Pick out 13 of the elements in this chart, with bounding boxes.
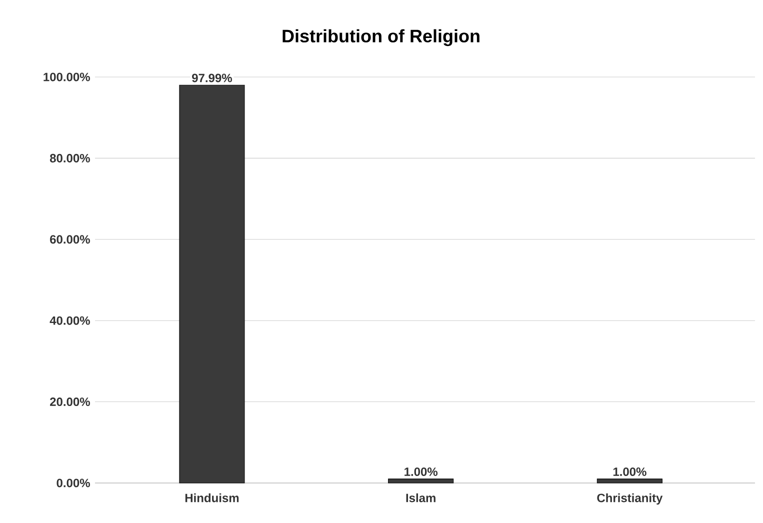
y-tick-label: 60.00% (50, 235, 90, 244)
y-tick-label: 100.00% (44, 72, 90, 82)
x-tick-label: Christianity (597, 493, 663, 505)
data-label: 1.00% (404, 467, 438, 476)
data-label: 97.99% (192, 74, 232, 82)
x-tick-label: Hinduism (185, 493, 239, 502)
y-tick-label: 40.00% (50, 316, 90, 325)
chart-title: Distribution of Religion (282, 29, 480, 46)
y-tick-label: 0.00% (56, 478, 90, 488)
y-tick-label: 20.00% (50, 398, 90, 406)
data-label: 1.00% (613, 467, 646, 476)
x-tick-label: Islam (406, 493, 436, 502)
y-tick-label: 80.00% (50, 154, 90, 162)
